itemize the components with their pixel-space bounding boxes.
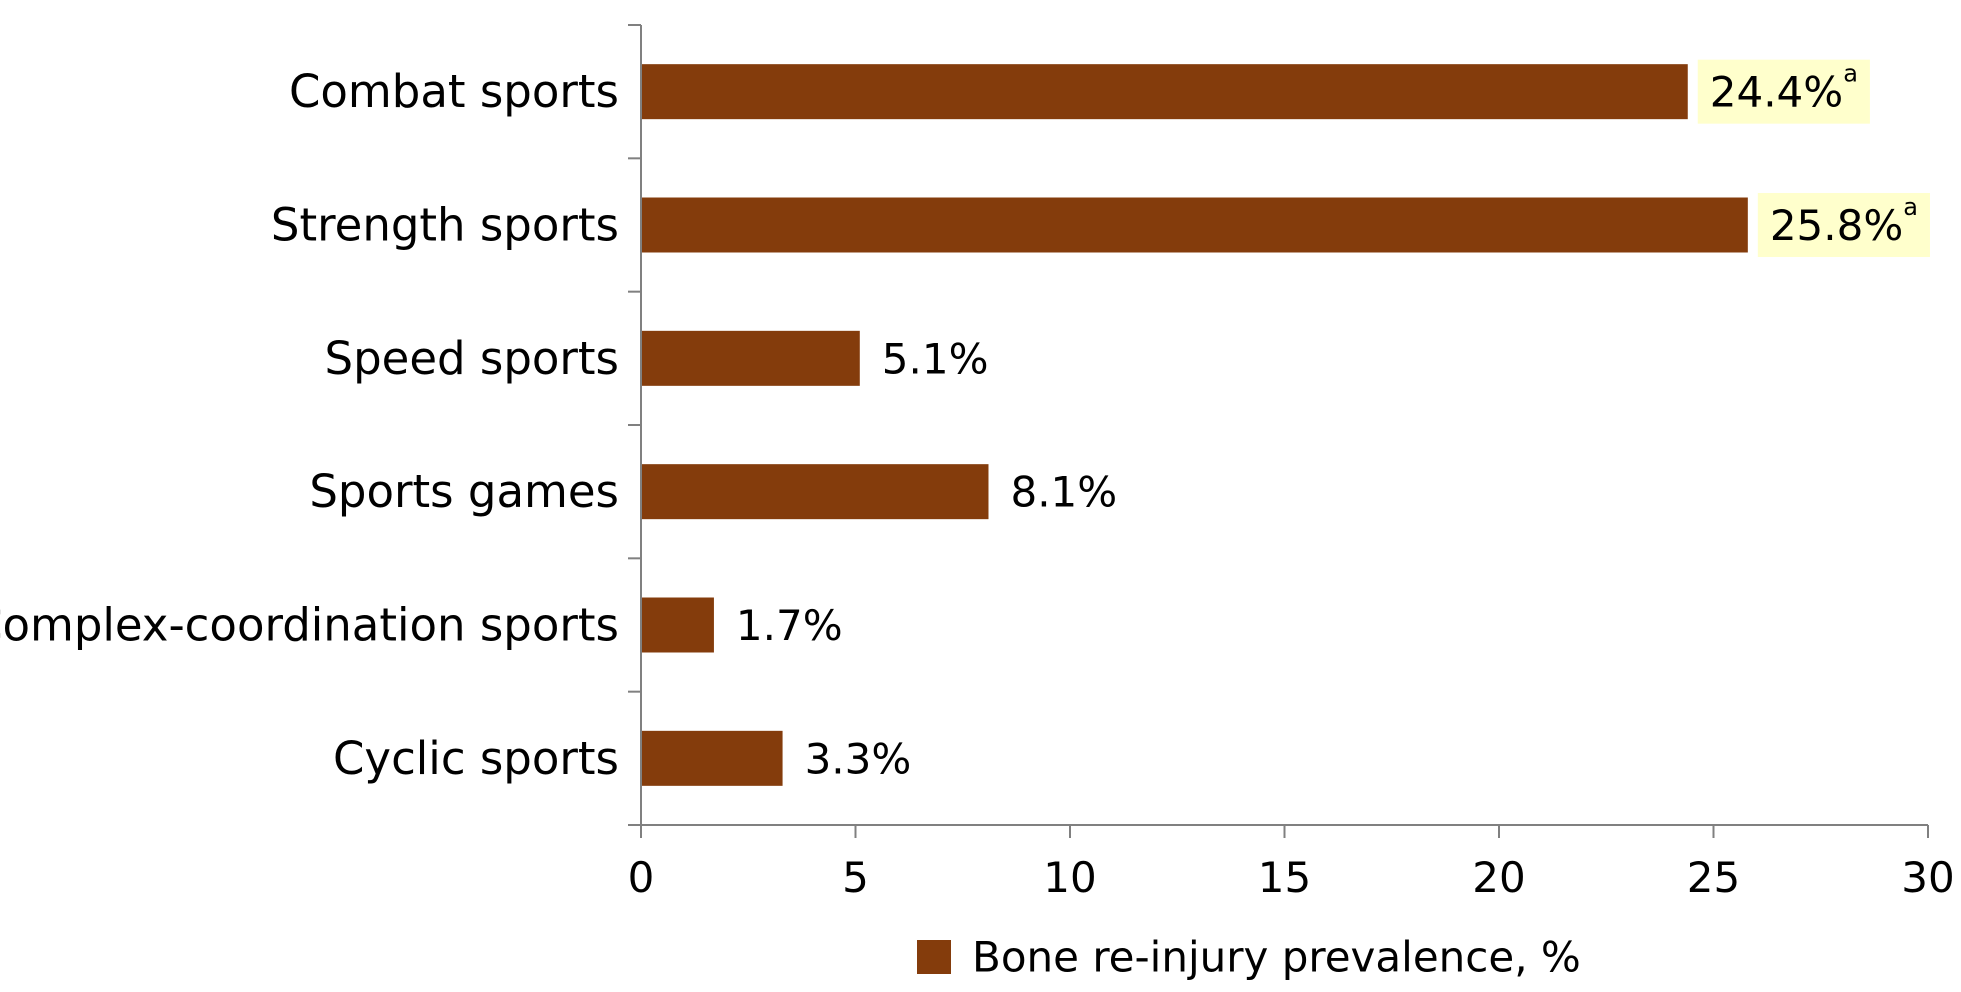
- x-tick-label: 15: [1258, 853, 1311, 902]
- x-tick-label: 5: [842, 853, 869, 902]
- data-label-highlight: [1697, 59, 1870, 124]
- data-label-value: 3.3%: [805, 734, 912, 783]
- data-label-value: 5.1%: [882, 334, 989, 383]
- data-label-4: 1.7%: [736, 601, 843, 650]
- bar-2: [641, 330, 860, 386]
- x-tick-label: 25: [1687, 853, 1740, 902]
- data-label-value: 25.8%: [1770, 201, 1903, 250]
- x-tick-label: 20: [1472, 853, 1525, 902]
- data-label-value: 1.7%: [736, 601, 843, 650]
- category-label: Speed sports: [325, 332, 620, 385]
- legend-label: Bone re-injury prevalence, %: [972, 933, 1581, 982]
- bars-layer: [641, 64, 1748, 786]
- bar-5: [641, 730, 783, 786]
- category-label: Cyclic sports: [333, 732, 619, 785]
- x-tick-label: 10: [1043, 853, 1096, 902]
- data-label-highlight: [1757, 193, 1930, 257]
- data-label-3: 8.1%: [1010, 467, 1117, 516]
- data-label-2: 5.1%: [882, 334, 989, 383]
- legend: Bone re-injury prevalence, %: [917, 933, 1581, 982]
- data-label-0: 24.4%a: [1710, 60, 1858, 117]
- data-label-1: 25.8%a: [1770, 193, 1918, 250]
- x-tick-label: 0: [628, 853, 655, 902]
- category-label: Complex-coordination sports: [0, 599, 619, 652]
- bar-1: [641, 197, 1748, 253]
- data-label-value: 8.1%: [1010, 467, 1117, 516]
- bar-0: [641, 64, 1688, 120]
- axes: 0 5 10 15 20 25 30: [628, 24, 1955, 902]
- data-label-5: 3.3%: [805, 734, 912, 783]
- data-label-value: 24.4%: [1710, 67, 1843, 116]
- category-label: Combat sports: [289, 65, 619, 118]
- x-tick-label: 30: [1901, 853, 1954, 902]
- category-label: Strength sports: [271, 199, 619, 252]
- bar-3: [641, 464, 989, 520]
- data-label-superscript: a: [1843, 60, 1858, 88]
- bar-4: [641, 597, 714, 653]
- data-label-superscript: a: [1903, 193, 1918, 221]
- legend-swatch: [917, 940, 951, 974]
- category-label: Sports games: [309, 465, 619, 518]
